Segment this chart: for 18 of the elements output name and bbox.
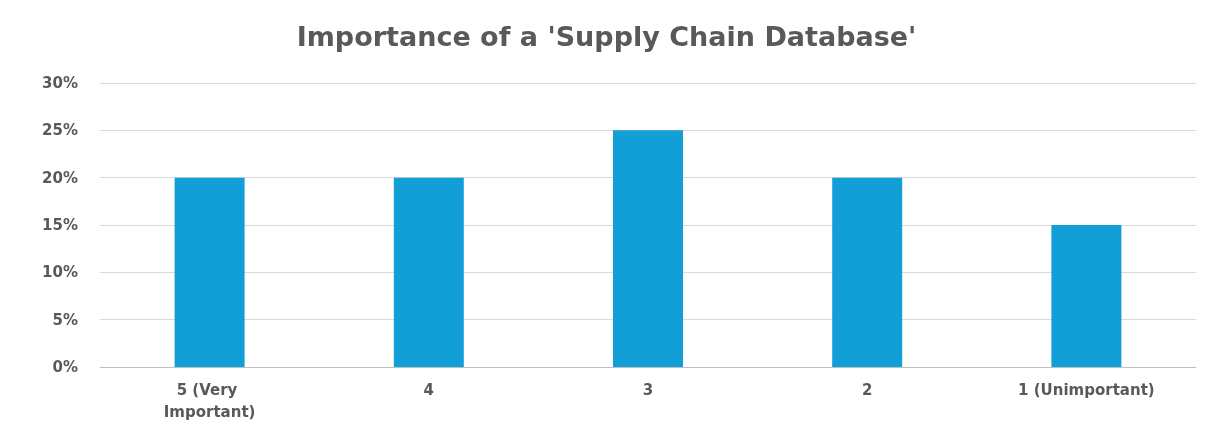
y-tick-label: 0%: [52, 358, 78, 376]
y-tick-label: 10%: [42, 263, 78, 282]
bar: [393, 177, 464, 367]
bar: [613, 130, 683, 367]
y-tick-label: 15%: [42, 216, 78, 234]
bar: [1051, 225, 1122, 367]
bar: [174, 177, 245, 367]
y-tick-label: 25%: [42, 121, 78, 140]
x-tick-label: 2: [861, 381, 873, 399]
chart-title: Importance of a 'Supply Chain Database': [296, 21, 917, 52]
x-tick-label: 3: [642, 381, 654, 399]
y-tick-label: 20%: [42, 168, 78, 187]
x-tick-label: 5 (Very Important): [163, 381, 256, 421]
x-tick-label: 4: [423, 381, 435, 399]
bar: [832, 177, 903, 367]
x-tick-label: 1 (Unimportant): [1018, 381, 1155, 399]
y-tick-label: 30%: [42, 74, 78, 92]
y-tick-label: 5%: [52, 310, 78, 329]
